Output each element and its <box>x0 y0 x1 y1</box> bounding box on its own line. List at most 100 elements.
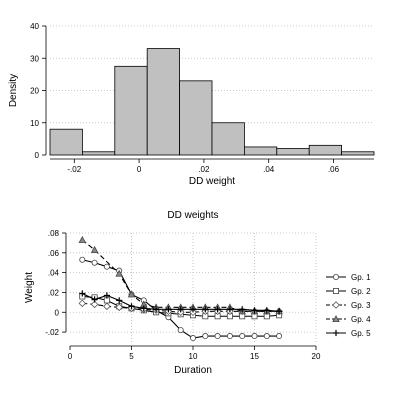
line-chart-y-tick-label: .06 <box>48 249 60 258</box>
line-series-1-marker <box>239 333 246 340</box>
line-series-3-marker <box>115 303 123 312</box>
histogram-y-tick-label: 20 <box>30 87 39 96</box>
line-chart-x-tick-label: 20 <box>312 352 321 361</box>
histogram-y-axis-label: Density <box>8 74 19 107</box>
line-series-5-marker <box>153 306 160 313</box>
line-series-1-marker <box>189 335 196 342</box>
line-series-5-marker <box>140 305 147 312</box>
line-series-5-marker <box>214 306 221 313</box>
histogram-y-tick-label: 0 <box>35 151 40 160</box>
histogram-bar <box>146 48 180 156</box>
line-series-5-marker <box>263 307 270 314</box>
line-series-5-marker <box>103 292 110 299</box>
histogram-bar <box>341 151 375 156</box>
line-chart-x-tick-label: 10 <box>189 352 198 361</box>
legend-swatch-marker <box>332 273 339 280</box>
line-series-1 <box>79 256 283 342</box>
legend-swatch-marker <box>332 329 340 337</box>
histogram-bar <box>243 146 278 156</box>
line-series-1-marker <box>202 333 209 340</box>
histogram-chart: 0 10 20 30 40 -.02 0 .02 .04 .06 Density DD weig… <box>8 22 375 187</box>
line-chart-y-tick-label: .04 <box>48 269 60 278</box>
line-chart: DD weights -.02 0 .02 .04 .06 .08 0 5 10 15 20 We… <box>24 210 371 376</box>
line-series-3-marker <box>90 300 99 309</box>
line-chart-x-ticks: 0 5 10 15 20 <box>68 346 321 361</box>
line-series-1-marker <box>276 333 283 340</box>
line-series-5-marker <box>189 306 197 313</box>
line-series-3-marker <box>103 302 111 311</box>
histogram-x-ticks: -.02 0 .02 .04 .06 <box>67 159 340 174</box>
line-series-1-line <box>82 259 280 339</box>
histogram-x-tick-label: .04 <box>263 165 275 174</box>
line-series-1-marker <box>79 256 86 263</box>
histogram-bar <box>82 151 116 156</box>
histogram-y-tick-label: 40 <box>30 22 39 31</box>
histogram-x-tick-label: .06 <box>328 165 340 174</box>
line-series-5-marker <box>116 297 123 304</box>
line-series-1-marker <box>91 259 98 266</box>
line-chart-title: DD weights <box>167 210 218 221</box>
line-chart-x-axis-label: Duration <box>174 365 212 376</box>
histogram-x-tick-label: -.02 <box>67 165 81 174</box>
line-series-1-marker <box>177 327 184 334</box>
legend-item-3: Gp. 3 <box>326 301 371 310</box>
histogram-y-ticks: 0 10 20 30 40 <box>30 22 46 160</box>
histogram-bar <box>276 148 310 156</box>
histogram-bars <box>49 48 375 156</box>
line-series-4-marker <box>127 290 136 298</box>
legend-item-label: Gp. 1 <box>351 273 371 282</box>
line-series-5-marker <box>239 306 246 313</box>
line-chart-y-tick-label: -.02 <box>45 328 59 337</box>
legend-item-1: Gp. 1 <box>326 273 371 282</box>
line-series-4-line <box>81 239 280 312</box>
line-series-5-marker <box>91 296 98 303</box>
histogram-y-tick-label: 10 <box>30 119 39 128</box>
line-chart-x-tick-label: 15 <box>250 352 259 361</box>
line-series-4-marker <box>78 235 87 243</box>
line-chart-y-tick-label: .08 <box>48 229 60 238</box>
line-series-4-marker <box>90 245 99 253</box>
line-series-5-marker <box>276 308 283 315</box>
histogram-bar <box>179 80 213 156</box>
line-chart-series <box>78 235 283 342</box>
line-series-5-marker <box>165 306 172 313</box>
line-chart-x-tick-label: 5 <box>129 352 134 361</box>
line-series-5 <box>79 290 283 315</box>
line-series-5-marker <box>128 303 135 310</box>
line-series-5-marker <box>226 306 233 313</box>
legend-swatch-marker <box>332 301 340 309</box>
histogram-x-tick-label: 0 <box>137 165 142 174</box>
line-series-1-marker <box>251 333 258 340</box>
histogram-bar <box>49 128 83 156</box>
legend-item-label: Gp. 5 <box>351 329 371 338</box>
legend-swatch-marker <box>332 287 339 294</box>
line-series-3-marker <box>78 299 87 308</box>
line-series-1-marker <box>103 263 110 270</box>
line-series-5-marker <box>177 306 184 313</box>
histogram-bar <box>114 65 148 156</box>
line-chart-y-tick-label: .02 <box>48 288 60 297</box>
line-series-2-marker <box>103 297 110 304</box>
line-series-5-marker <box>79 290 86 297</box>
line-series-5-marker <box>202 306 209 313</box>
legend-item-4: Gp. 4 <box>326 315 371 324</box>
line-series-1-marker <box>263 333 270 340</box>
legend-item-2: Gp. 2 <box>326 287 371 296</box>
line-chart-x-tick-label: 0 <box>68 352 73 361</box>
legend-item-label: Gp. 4 <box>351 315 371 324</box>
histogram-bar <box>211 122 245 156</box>
histogram-y-tick-label: 30 <box>30 54 39 63</box>
line-chart-y-axis-label: Weight <box>24 272 35 303</box>
line-series-1-marker <box>214 333 221 340</box>
legend-item-5: Gp. 5 <box>326 329 371 338</box>
line-chart-y-ticks: -.02 0 .02 .04 .06 .08 <box>45 229 66 337</box>
line-series-1-marker <box>226 333 233 340</box>
line-series-4-marker <box>115 269 123 277</box>
legend-item-label: Gp. 2 <box>351 287 371 296</box>
line-series-5-marker <box>251 307 258 314</box>
histogram-bar <box>308 144 343 156</box>
line-chart-legend: Gp. 1 Gp. 2 Gp. 3 Gp. 4 Gp. 5 <box>326 273 371 338</box>
histogram-x-axis-label: DD weight <box>189 176 235 187</box>
